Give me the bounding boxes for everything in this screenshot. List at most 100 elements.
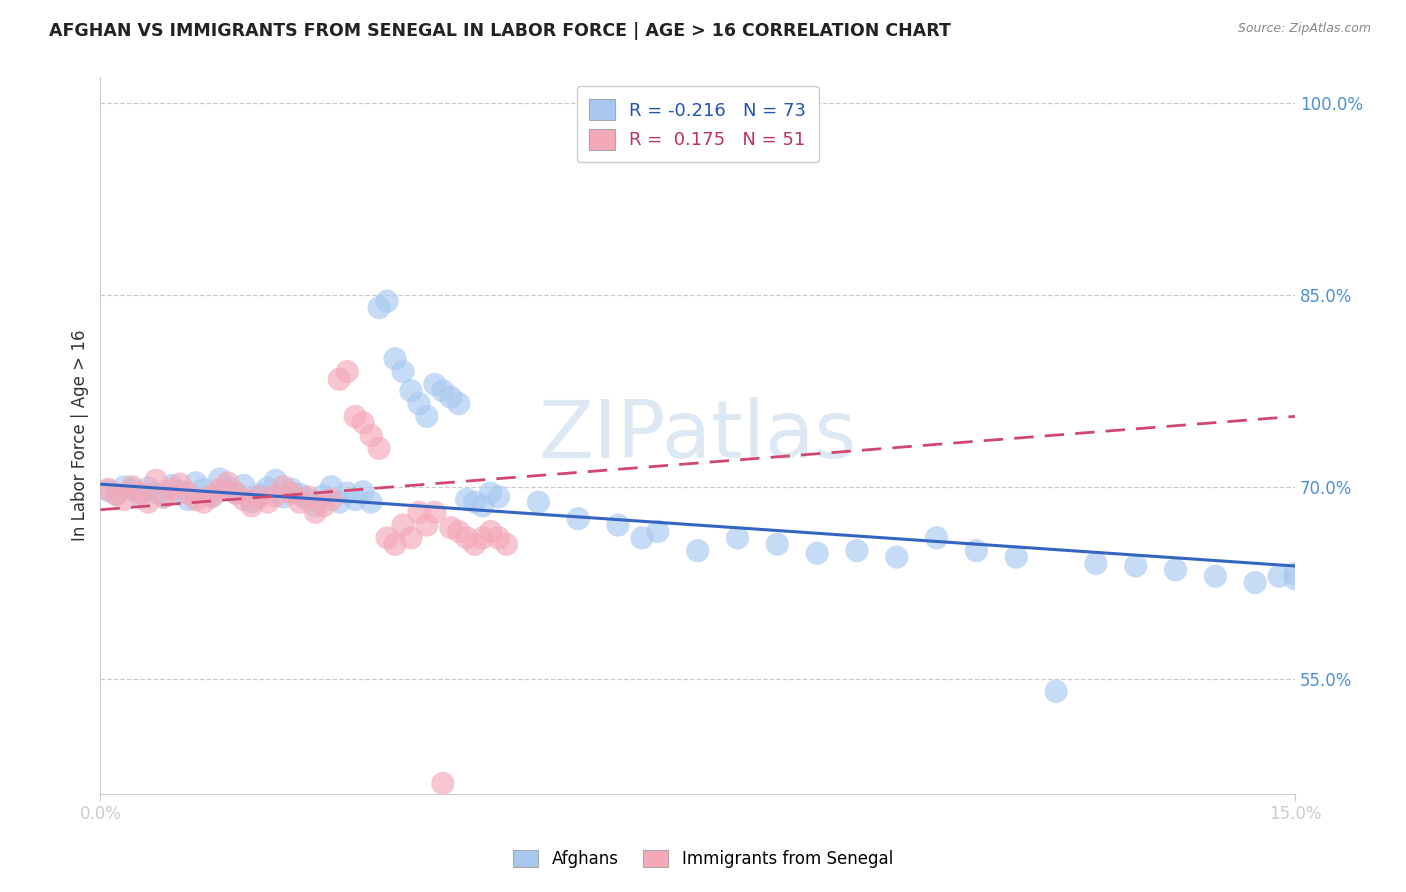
Point	[105, 487, 128, 501]
Point	[423, 505, 446, 519]
Point	[240, 499, 263, 513]
Text: AFGHAN VS IMMIGRANTS FROM SENEGAL IN LABOR FORCE | AGE > 16 CORRELATION CHART: AFGHAN VS IMMIGRANTS FROM SENEGAL IN LAB…	[49, 22, 950, 40]
Point	[184, 475, 207, 490]
Point	[488, 531, 510, 545]
Point	[432, 384, 454, 398]
Point	[925, 531, 948, 545]
Point	[567, 511, 589, 525]
Point	[360, 428, 382, 442]
Point	[145, 486, 167, 500]
Point	[392, 518, 415, 533]
Point	[256, 481, 278, 495]
Point	[177, 492, 200, 507]
Legend: R = -0.216   N = 73, R =  0.175   N = 51: R = -0.216 N = 73, R = 0.175 N = 51	[576, 87, 818, 162]
Point	[193, 483, 215, 497]
Point	[153, 490, 176, 504]
Point	[352, 416, 374, 430]
Point	[399, 384, 422, 398]
Point	[464, 495, 486, 509]
Point	[177, 486, 200, 500]
Point	[344, 492, 367, 507]
Point	[1244, 575, 1267, 590]
Point	[471, 531, 494, 545]
Legend: Afghans, Immigrants from Senegal: Afghans, Immigrants from Senegal	[506, 843, 900, 875]
Point	[766, 537, 789, 551]
Point	[169, 484, 191, 499]
Point	[304, 505, 326, 519]
Point	[208, 472, 231, 486]
Point	[423, 377, 446, 392]
Point	[344, 409, 367, 424]
Text: ZIPatlas: ZIPatlas	[538, 397, 856, 475]
Point	[336, 365, 359, 379]
Point	[297, 492, 319, 507]
Point	[201, 490, 224, 504]
Point	[232, 478, 254, 492]
Point	[1045, 684, 1067, 698]
Point	[368, 301, 391, 315]
Point	[169, 477, 191, 491]
Point	[288, 487, 311, 501]
Point	[408, 505, 430, 519]
Point	[408, 396, 430, 410]
Point	[105, 487, 128, 501]
Point	[479, 486, 502, 500]
Point	[280, 486, 302, 500]
Point	[121, 483, 143, 497]
Point	[280, 483, 302, 497]
Point	[1204, 569, 1226, 583]
Point	[264, 473, 287, 487]
Y-axis label: In Labor Force | Age > 16: In Labor Force | Age > 16	[72, 330, 89, 541]
Point	[495, 537, 517, 551]
Point	[384, 537, 406, 551]
Point	[297, 490, 319, 504]
Point	[225, 486, 247, 500]
Point	[129, 489, 152, 503]
Point	[432, 776, 454, 790]
Point	[384, 351, 406, 366]
Point	[136, 495, 159, 509]
Text: Source: ZipAtlas.com: Source: ZipAtlas.com	[1237, 22, 1371, 36]
Point	[328, 495, 350, 509]
Point	[160, 478, 183, 492]
Point	[217, 481, 239, 495]
Point	[464, 537, 486, 551]
Point	[727, 531, 749, 545]
Point	[479, 524, 502, 539]
Point	[97, 483, 120, 498]
Point	[184, 492, 207, 507]
Point	[328, 372, 350, 386]
Point	[112, 492, 135, 507]
Point	[145, 473, 167, 487]
Point	[97, 483, 120, 497]
Point	[806, 546, 828, 560]
Point	[129, 486, 152, 500]
Point	[488, 490, 510, 504]
Point	[375, 531, 398, 545]
Point	[375, 294, 398, 309]
Point	[1084, 557, 1107, 571]
Point	[686, 543, 709, 558]
Point	[527, 495, 550, 509]
Point	[1125, 559, 1147, 574]
Point	[1268, 569, 1291, 583]
Point	[312, 499, 335, 513]
Point	[447, 396, 470, 410]
Point	[121, 480, 143, 494]
Point	[288, 495, 311, 509]
Point	[217, 475, 239, 490]
Point	[321, 492, 343, 507]
Point	[399, 531, 422, 545]
Point	[471, 499, 494, 513]
Point	[264, 489, 287, 503]
Point	[136, 481, 159, 495]
Point	[456, 531, 478, 545]
Point	[846, 543, 869, 558]
Point	[201, 489, 224, 503]
Point	[312, 489, 335, 503]
Point	[1284, 572, 1306, 586]
Point	[392, 365, 415, 379]
Point	[886, 550, 908, 565]
Point	[440, 390, 463, 404]
Point	[336, 486, 359, 500]
